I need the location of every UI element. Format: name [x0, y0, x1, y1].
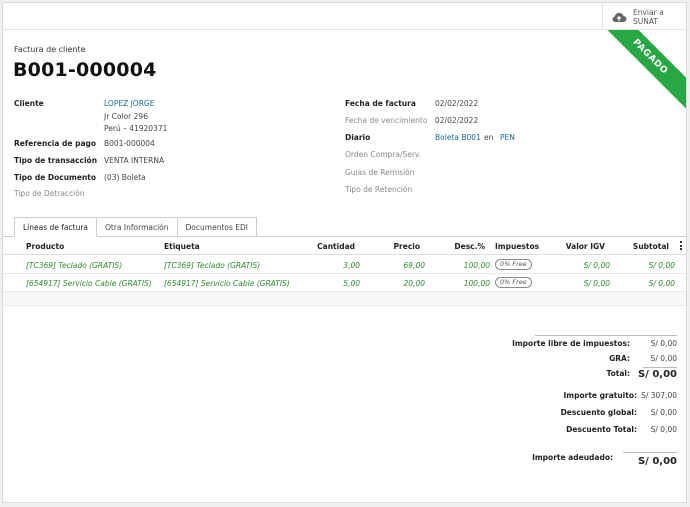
- col-etiqueta[interactable]: Etiqueta: [164, 242, 200, 251]
- col-impuestos[interactable]: Impuestos: [495, 242, 540, 251]
- col-precio[interactable]: Precio: [393, 242, 420, 251]
- table-row[interactable]: [TC369] Teclado (GRATIS) [TC369] Teclado…: [3, 256, 686, 274]
- diario-link[interactable]: Boleta B001: [435, 133, 481, 142]
- document-kind: Factura de cliente: [14, 45, 86, 54]
- guias-remision-label: Guias de Remisión: [345, 168, 415, 177]
- col-producto[interactable]: Producto: [26, 242, 65, 251]
- adeudado-divider: [623, 452, 677, 453]
- cell-cantidad: 5,00: [343, 279, 360, 288]
- cell-producto: [TC369] Teclado (GRATIS): [26, 261, 123, 270]
- cell-etiqueta: [654917] Servicio Cable (GRATIS): [164, 279, 290, 288]
- descuento-global-value: S/ 0,00: [650, 408, 677, 417]
- fecha-factura-field[interactable]: 02/02/2022: [435, 99, 479, 108]
- importe-gratuito-label: Importe gratuito:: [563, 391, 637, 400]
- document-number: B001-000004: [13, 59, 157, 81]
- descuento-total-value: S/ 0,00: [650, 425, 677, 434]
- importe-adeudado-value: S/ 0,00: [637, 456, 677, 467]
- total-value: S/ 0,00: [637, 369, 677, 380]
- importe-gratuito-value: S/ 307,00: [641, 391, 677, 400]
- top-action-bar: Enviar a SUNAT: [3, 3, 686, 30]
- fecha-vencimiento-label: Fecha de vencimiento: [345, 116, 428, 125]
- notebook-tabs: Líneas de factura Otra Información Docum…: [14, 217, 257, 237]
- cell-subtotal: S/ 0,00: [648, 261, 675, 270]
- cell-precio: 69,00: [403, 261, 425, 270]
- descuento-total-label: Descuento Total:: [566, 425, 637, 434]
- column-options-icon[interactable]: [680, 241, 683, 250]
- tipo-documento-label: Tipo de Documento: [14, 173, 97, 182]
- table-footer-band: [3, 292, 686, 306]
- tipo-documento-field[interactable]: (03) Boleta: [104, 173, 146, 182]
- cliente-link[interactable]: LOPEZ JORGE: [104, 99, 155, 108]
- cell-producto: [654917] Servicio Cable (GRATIS): [26, 279, 152, 288]
- tax-badge: 0% Free: [495, 277, 532, 288]
- totals-top-divider: [535, 335, 677, 336]
- col-cantidad[interactable]: Cantidad: [317, 242, 355, 251]
- descuento-global-label: Descuento global:: [560, 408, 637, 417]
- gra-value: S/ 0,00: [650, 354, 677, 363]
- status-ribbon-container: PAGADO: [600, 30, 686, 116]
- fecha-factura-label: Fecha de factura: [345, 99, 416, 108]
- cell-precio: 20,00: [403, 279, 425, 288]
- send-sunat-label: Enviar a SUNAT: [633, 7, 664, 26]
- tipo-transaccion-label: Tipo de transacción: [14, 156, 98, 165]
- col-descuento[interactable]: Desc.%: [454, 242, 485, 251]
- importe-libre-value: S/ 0,00: [650, 339, 677, 348]
- ref-pago-label: Referencia de pago: [14, 139, 97, 148]
- tax-badge: 0% Free: [495, 259, 532, 270]
- cell-valor-igv: S/ 0,00: [583, 279, 610, 288]
- send-sunat-button[interactable]: Enviar a SUNAT: [602, 3, 686, 30]
- diario-label: Diario: [345, 133, 371, 142]
- tab-otra-informacion[interactable]: Otra Información: [96, 217, 178, 237]
- tipo-transaccion-field[interactable]: VENTA INTERNA: [104, 156, 165, 165]
- currency-link[interactable]: PEN: [500, 133, 515, 142]
- tabs-divider: [3, 236, 686, 237]
- cloud-upload-icon: [612, 12, 627, 22]
- cliente-address-line1: Jr Color 296: [104, 112, 148, 121]
- cell-etiqueta: [TC369] Teclado (GRATIS): [164, 261, 261, 270]
- cliente-address-line2: Perú – 41920371: [104, 124, 168, 133]
- table-row[interactable]: [654917] Servicio Cable (GRATIS) [654917…: [3, 274, 686, 292]
- fecha-vencimiento-field[interactable]: 02/02/2022: [435, 116, 479, 125]
- table-header: Producto Etiqueta Cantidad Precio Desc.%…: [3, 237, 686, 255]
- ref-pago-field[interactable]: B001-000004: [104, 139, 155, 148]
- cell-descuento: 100,00: [463, 279, 490, 288]
- tipo-retencion-label: Tipo de Retención: [345, 185, 413, 194]
- tab-lineas-factura[interactable]: Líneas de factura: [14, 217, 98, 237]
- cell-cantidad: 3,00: [343, 261, 360, 270]
- cliente-label: Cliente: [14, 99, 44, 108]
- cell-valor-igv: S/ 0,00: [583, 261, 610, 270]
- col-valor-igv[interactable]: Valor IGV: [565, 242, 605, 251]
- cell-subtotal: S/ 0,00: [648, 279, 675, 288]
- gra-label: GRA:: [609, 354, 630, 363]
- tab-documentos-edi[interactable]: Documentos EDI: [176, 217, 257, 237]
- importe-libre-label: Importe libre de impuestos:: [512, 339, 630, 348]
- status-ribbon: PAGADO: [600, 30, 686, 115]
- tipo-detraccion-label: Tipo de Detracción: [14, 189, 85, 198]
- total-label: Total:: [606, 369, 631, 378]
- importe-adeudado-label: Importe adeudado:: [532, 453, 613, 462]
- diario-en-text: en: [484, 133, 494, 142]
- total-divider: [643, 367, 677, 368]
- cell-descuento: 100,00: [463, 261, 490, 270]
- orden-compra-label: Orden Compra/Serv.: [345, 150, 422, 159]
- col-subtotal[interactable]: Subtotal: [632, 242, 669, 251]
